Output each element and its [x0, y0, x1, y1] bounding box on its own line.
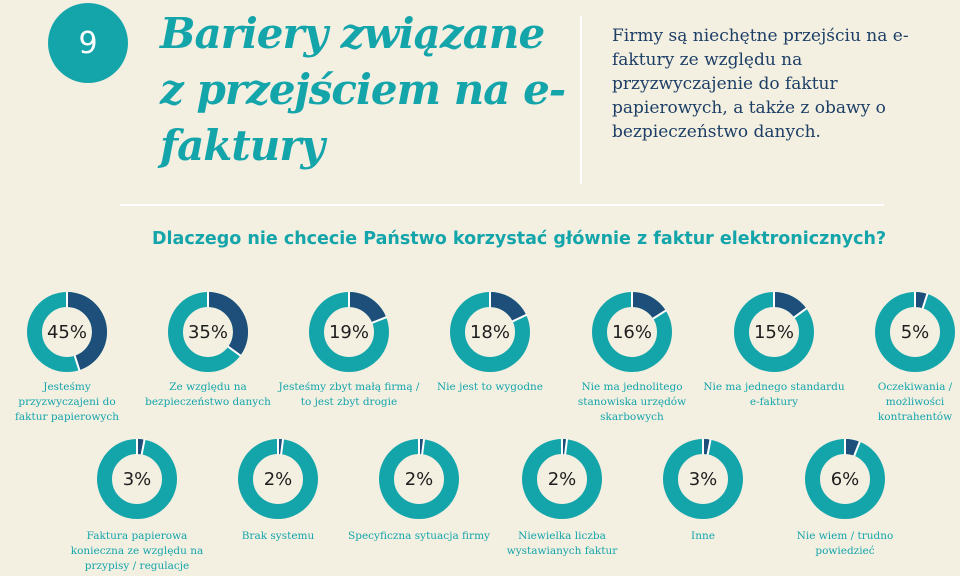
donut-svg [97, 439, 177, 519]
donut-chart: 15% [734, 292, 814, 372]
donut-label: Jesteśmy przyzwyczajeni do faktur papier… [14, 381, 120, 423]
donut-label: Nie ma jednolitego stanowiska urzędów sk… [577, 381, 687, 423]
donut-separator [421, 439, 426, 455]
horizontal-divider [120, 204, 884, 206]
donut-svg [734, 292, 814, 372]
donut-separator [227, 345, 242, 357]
donut-svg [663, 439, 743, 519]
donut-separator [793, 307, 808, 319]
donut-separator [511, 313, 528, 323]
donut-percentage: 2% [547, 468, 577, 490]
donut-percentage: 2% [263, 468, 293, 490]
donut-chart: 3% [97, 439, 177, 519]
donut-percentage: 6% [830, 468, 860, 490]
donut-label: Nie jest to wygodne [436, 381, 544, 393]
intro-text: Firmy są niechętne przejściu na e-faktur… [612, 26, 909, 142]
donut-chart: 2% [379, 439, 459, 519]
donut-percentage: 19% [328, 321, 369, 343]
donut-percentage: 3% [688, 468, 718, 490]
donut-chart: 3% [663, 439, 743, 519]
donut-separator [140, 439, 146, 456]
donut-separator [921, 293, 929, 310]
donut-chart: 5% [875, 292, 955, 372]
donut-chart: 2% [238, 439, 318, 519]
donut-percentage: 35% [187, 321, 228, 343]
donut-label: Brak systemu [241, 530, 315, 542]
donut-chart: 19% [309, 292, 389, 372]
donut-chart: 18% [450, 292, 530, 372]
number-badge: 9 [48, 3, 128, 83]
donut-separator [706, 439, 712, 456]
donut-svg [27, 292, 107, 372]
donut-separator [564, 439, 569, 455]
donut-svg [238, 439, 318, 519]
donut-svg [168, 292, 248, 372]
donut-percentage: 5% [900, 321, 930, 343]
page-title: Bariery związane z przejściem na e-faktu… [160, 9, 566, 170]
donut-chart: 16% [592, 292, 672, 372]
donut-label: Oczekiwania / możliwości kontrahentów [877, 381, 953, 423]
donut-svg [309, 292, 389, 372]
donut-label: Ze względu na bezpieczeństwo danych [145, 381, 271, 408]
donut-percentage: 15% [753, 321, 794, 343]
donut-svg [592, 292, 672, 372]
number-badge-text: 9 [78, 25, 98, 61]
donut-separator [280, 439, 285, 455]
donut-percentage: 45% [46, 321, 87, 343]
donut-percentage: 18% [469, 321, 510, 343]
donut-svg [522, 439, 602, 519]
donut-separator [371, 316, 388, 324]
donut-chart: 6% [805, 439, 885, 519]
donut-chart: 2% [522, 439, 602, 519]
donut-percentage: 16% [611, 321, 652, 343]
donut-label: Inne [691, 530, 715, 542]
donut-label: Nie wiem / trudno powiedzieć [796, 530, 894, 557]
donut-label: Specyficzna sytuacja firmy [348, 530, 490, 542]
donut-svg [805, 439, 885, 519]
donut-separator [73, 354, 81, 371]
donut-separator [652, 309, 667, 320]
vertical-divider [580, 16, 582, 184]
donut-svg [379, 439, 459, 519]
donut-label: Niewielka liczba wystawianych faktur [506, 530, 618, 557]
donut-separator [853, 440, 861, 457]
donut-label: Faktura papierowa konieczna ze względu n… [70, 530, 204, 572]
donut-svg [875, 292, 955, 372]
donut-percentage: 2% [404, 468, 434, 490]
donut-chart: 45% [27, 292, 107, 372]
donut-svg [450, 292, 530, 372]
donut-chart: 35% [168, 292, 248, 372]
donut-label: Jesteśmy zbyt małą firmą / to jest zbyt … [278, 381, 420, 408]
chart-title: Dlaczego nie chcecie Państwo korzystać g… [152, 229, 887, 249]
donut-label: Nie ma jednego standardu e-faktury [703, 381, 845, 408]
donut-percentage: 3% [122, 468, 152, 490]
